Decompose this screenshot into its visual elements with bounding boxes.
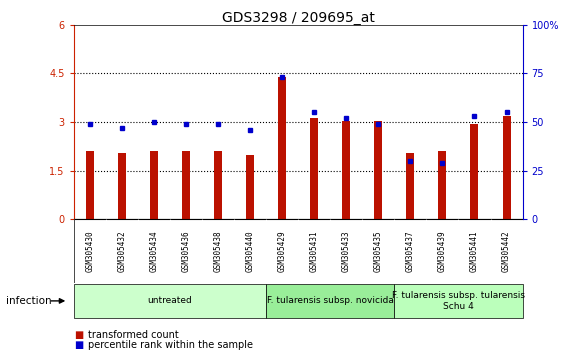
Bar [214, 152, 222, 219]
Text: GSM305439: GSM305439 [438, 230, 447, 272]
Text: GSM305432: GSM305432 [118, 230, 127, 272]
Text: F. tularensis subsp. novicida: F. tularensis subsp. novicida [267, 296, 394, 306]
Text: GSM305433: GSM305433 [342, 230, 351, 272]
Text: ■: ■ [74, 330, 83, 339]
Text: percentile rank within the sample: percentile rank within the sample [88, 340, 253, 350]
Text: GDS3298 / 209695_at: GDS3298 / 209695_at [222, 11, 375, 25]
Text: GSM305430: GSM305430 [85, 230, 94, 272]
Text: GSM305442: GSM305442 [502, 230, 511, 272]
Text: GSM305440: GSM305440 [245, 230, 254, 272]
Text: GSM305437: GSM305437 [406, 230, 415, 272]
Bar [278, 78, 286, 219]
Bar [374, 121, 382, 219]
Text: GSM305441: GSM305441 [470, 230, 479, 272]
Text: GSM305436: GSM305436 [182, 230, 190, 272]
Text: GSM305429: GSM305429 [278, 230, 287, 272]
Bar [394, 284, 523, 318]
Bar [150, 152, 158, 219]
Text: ■: ■ [74, 340, 83, 350]
Bar [182, 152, 190, 219]
Text: transformed count: transformed count [88, 330, 179, 339]
Bar [470, 124, 478, 219]
Text: untreated: untreated [148, 296, 193, 306]
Bar [266, 284, 394, 318]
Bar [118, 153, 126, 219]
Bar [74, 284, 266, 318]
Text: GSM305435: GSM305435 [374, 230, 383, 272]
Bar [86, 152, 94, 219]
Bar [246, 155, 254, 219]
Text: GSM305438: GSM305438 [214, 230, 223, 272]
Text: F. tularensis subsp. tularensis
Schu 4: F. tularensis subsp. tularensis Schu 4 [392, 291, 525, 310]
Bar [438, 152, 446, 219]
Bar [406, 153, 415, 219]
Text: GSM305434: GSM305434 [149, 230, 158, 272]
Bar [310, 118, 318, 219]
Text: infection: infection [6, 296, 51, 306]
Bar [343, 120, 350, 219]
Bar [503, 116, 511, 219]
Text: GSM305431: GSM305431 [310, 230, 319, 272]
